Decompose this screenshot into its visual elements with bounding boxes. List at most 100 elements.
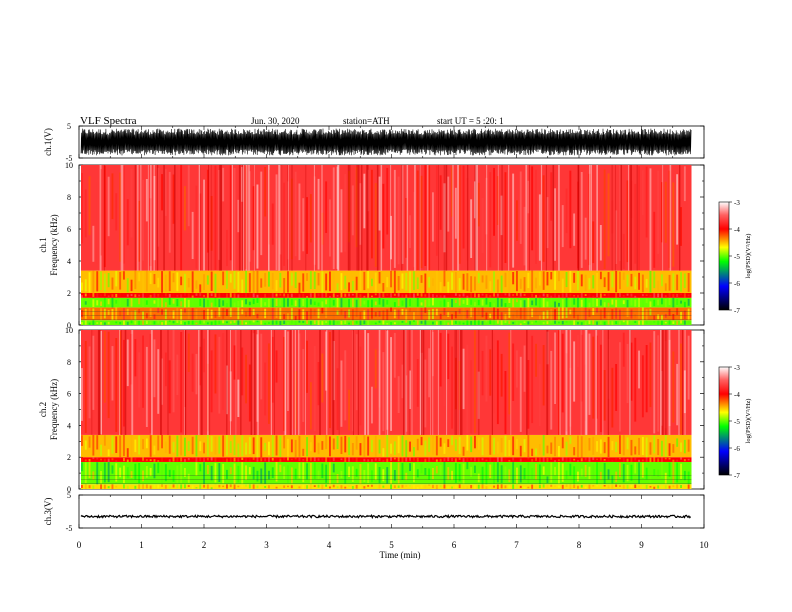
spectral-texture [325,293,328,297]
spectral-texture [577,321,579,325]
spectral-texture [226,309,228,316]
spectral-texture [531,468,534,479]
spectral-texture [279,485,282,489]
spectral-burst [235,330,237,435]
spectral-texture [264,362,267,416]
spectral-texture [363,310,366,320]
spectral-texture [664,485,667,489]
spectral-texture [393,332,396,378]
spectral-texture [138,272,141,282]
spectral-burst [160,330,162,435]
spectral-texture [523,277,526,292]
spectral-texture [164,169,167,216]
spectral-texture [538,464,541,485]
spectral-texture [367,436,370,456]
spectral-burst [298,330,300,435]
spectral-texture [371,470,373,483]
spectral-texture [668,320,671,325]
spectral-texture [187,165,190,227]
spectral-texture [561,333,564,413]
spectral-texture [92,308,95,319]
spectral-burst [419,165,421,271]
spectral-texture [237,458,240,462]
spectral-texture [153,293,156,298]
spectral-texture [115,463,118,482]
spectral-texture [130,298,133,307]
spectral-texture [378,271,381,284]
spectral-texture [336,459,339,462]
spectral-texture [454,187,457,239]
spectral-texture [100,301,102,306]
spectral-texture [382,448,385,457]
spectral-texture [531,458,534,462]
spectral-texture [458,484,461,489]
spectral-texture [81,484,83,488]
spectral-texture [554,436,556,457]
spectral-texture [359,320,362,325]
spectral-texture [309,484,312,489]
y-tick-label: 8 [67,358,71,367]
spectral-texture [283,466,286,479]
spectral-texture [222,167,225,202]
spectral-texture [191,308,194,320]
spectral-texture [405,198,408,258]
spectral-texture [199,441,202,452]
spectral-texture [187,320,190,325]
spectral-texture [573,320,576,325]
spectral-texture [184,298,186,308]
spectral-texture [367,293,370,298]
spectral-texture [622,272,625,280]
spectral-texture [371,459,373,462]
spectral-texture [641,484,644,489]
spectral-texture [462,458,465,462]
spectral-texture [653,486,656,489]
spectral-texture [306,485,308,489]
spectral-texture [432,484,434,489]
spectral-texture [676,174,679,245]
spectral-texture [573,466,576,484]
spectral-texture [531,270,534,293]
spectral-texture [275,298,278,306]
spectral-texture [500,484,503,489]
spectral-texture [153,314,156,319]
spectral-texture [588,309,591,318]
spectral-texture [290,308,293,320]
spectral-texture [496,457,499,462]
spectral-texture [641,299,644,307]
spectral-texture [485,275,488,289]
spectral-texture [336,310,339,315]
spectral-burst [669,165,672,271]
spectral-burst [387,330,389,435]
spectral-texture [542,321,545,325]
spectral-texture [481,307,484,318]
spectral-texture [672,182,675,267]
spectral-texture [107,299,110,305]
spectral-texture [382,293,385,298]
spectral-texture [371,484,373,487]
spectral-texture [187,333,190,372]
spectral-texture [214,436,217,455]
spectral-burst [198,330,200,435]
spectral-texture [290,367,293,429]
spectral-texture [271,298,274,308]
spectral-texture [619,435,621,454]
spectral-texture [619,321,621,325]
spectral-texture [374,312,377,317]
spectral-texture [256,470,259,482]
spectral-texture [588,457,591,462]
spectral-texture [84,293,87,297]
spectral-texture [554,293,556,298]
spectral-texture [584,297,587,308]
spectral-texture [558,485,560,488]
spectral-texture [683,459,686,462]
spectral-texture [222,435,225,457]
spectral-texture [164,320,167,325]
spectral-texture [237,307,240,320]
spectral-burst [477,165,478,271]
spectral-texture [565,272,568,288]
spectral-texture [504,485,507,489]
spectral-texture [161,295,163,298]
spectral-texture [96,293,99,298]
spectral-texture [214,484,217,489]
spectral-burst [121,330,122,435]
